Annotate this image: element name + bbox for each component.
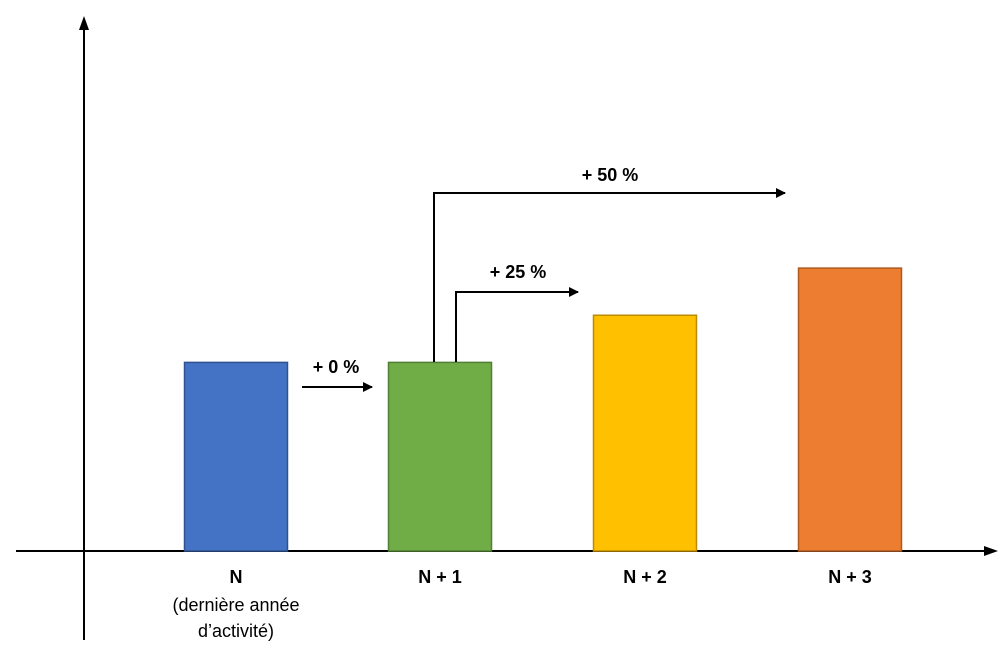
growth-label: + 50 % <box>582 165 639 185</box>
x-tick-label: N + 2 <box>623 567 667 587</box>
x-axis-arrow-icon <box>984 546 998 556</box>
growth-label: + 25 % <box>490 262 547 282</box>
growth-arrow-1 <box>455 287 579 362</box>
bar-1 <box>387 361 493 552</box>
x-tick-label: N + 3 <box>828 567 872 587</box>
x-tick-label: N <box>230 567 243 587</box>
bar-2 <box>592 314 698 552</box>
x-tick-sublabel: d’activité) <box>198 621 274 641</box>
y-axis-arrow-icon <box>79 16 89 30</box>
bars-group <box>183 267 903 552</box>
x-tick-sublabel: (dernière année <box>172 595 299 615</box>
growth-arrow-2 <box>433 188 786 362</box>
x-tick-label: N + 1 <box>418 567 462 587</box>
bar-0 <box>183 361 289 552</box>
growth-label: + 0 % <box>313 357 360 377</box>
bar-3 <box>797 267 903 552</box>
